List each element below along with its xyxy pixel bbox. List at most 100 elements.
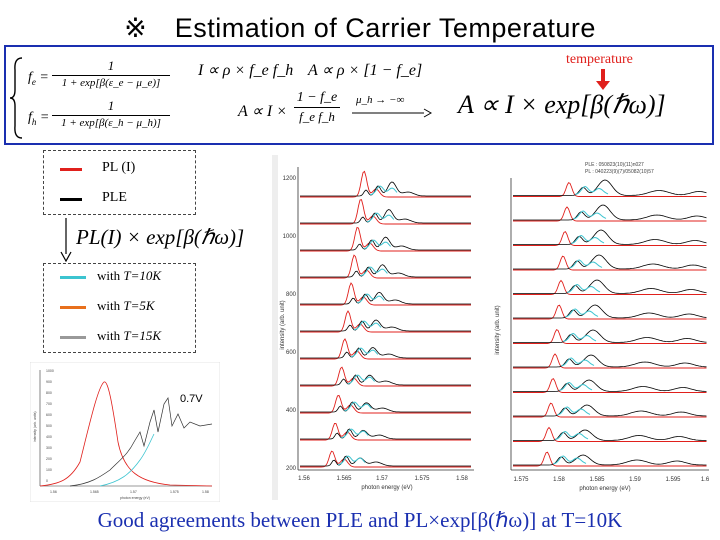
panel-a-pl-trace — [300, 310, 471, 333]
panel-a-pl-trace — [300, 226, 471, 252]
svg-text:1000: 1000 — [46, 369, 54, 373]
panel-a-pl-trace — [300, 394, 471, 414]
panel-b-pl-trace — [513, 279, 707, 295]
panel-b-fit-trace — [552, 455, 587, 465]
panel-a-pl-trace — [300, 338, 471, 360]
legend-swatch-ple — [60, 198, 82, 201]
main-equation: A ∝ I × exp[β(ℏω)] — [458, 90, 666, 119]
panel-b-pl-trace — [513, 329, 707, 344]
legend-pl-ple — [43, 150, 196, 215]
svg-text:1.575: 1.575 — [170, 490, 179, 494]
panel-a-fit-trace — [363, 239, 391, 250]
svg-text:500: 500 — [46, 424, 52, 428]
panel-b-header-2: PL : 040223(9)(7)/05082(10)57 — [585, 169, 654, 175]
svg-text:1.56: 1.56 — [298, 476, 310, 482]
down-arrow-icon — [60, 218, 72, 262]
panel-b-pl-trace — [513, 378, 707, 393]
panel-b-ple-trace — [513, 179, 707, 196]
panel-a-ple-trace — [300, 401, 471, 413]
legend-label-ple: PLE — [102, 190, 127, 205]
svg-text:1.575: 1.575 — [513, 477, 529, 483]
legend-swatch-pl — [60, 168, 82, 171]
inset-yticks: 1000 900 800 700 600 500 400 300 200 100… — [46, 369, 54, 483]
panel-a-ple-trace — [300, 291, 471, 305]
panel-a-fit-trace — [344, 401, 372, 412]
panel-a-fit-trace — [369, 185, 398, 196]
panel-b-ple-trace — [513, 379, 707, 392]
svg-text:1.58: 1.58 — [553, 477, 565, 483]
intensity-equation: I ∝ ρ × f_e f_h — [198, 62, 294, 79]
conclusion-text: Good agreements between PLE and PL×exp[β… — [97, 508, 623, 532]
panel-a-fit-trace — [353, 320, 382, 331]
panel-b-fit-trace — [554, 430, 589, 440]
panel-b-ylabel: intensity (arb. unit) — [495, 305, 501, 354]
inset-xlabel: photon energy (eV) — [120, 496, 150, 500]
svg-text:700: 700 — [46, 402, 52, 406]
legend-label-t15: with T=15K — [97, 328, 162, 343]
panel-a-ple-trace — [300, 236, 471, 251]
panel-a-pl-trace — [300, 366, 471, 387]
inset-annotation: 0.7V — [180, 393, 203, 405]
panel-a-ple-trace — [300, 455, 471, 467]
panel-b-fit-trace — [572, 210, 607, 220]
panel-b-pl-trace — [513, 206, 707, 222]
limit-label: μ_h → −∞ — [356, 94, 405, 106]
arrow-down-icon — [596, 69, 610, 90]
svg-text:1000: 1000 — [283, 234, 297, 240]
panel-b-pl-trace — [513, 182, 707, 197]
panel-a-curves — [300, 170, 471, 468]
svg-text:100: 100 — [46, 468, 52, 472]
panel-b-pl-trace — [513, 231, 707, 246]
inset-fit-curve — [99, 433, 155, 487]
svg-text:1.58: 1.58 — [456, 476, 468, 482]
svg-text:600: 600 — [286, 350, 297, 356]
panel-b-ple-trace — [513, 454, 707, 466]
panel-a-fit-trace — [347, 374, 375, 385]
legend-temperatures — [43, 263, 196, 353]
panel-b-curves — [513, 179, 707, 467]
panel-b-pl-trace — [513, 426, 707, 442]
absorption-ratio-fraction: 1 − f_e f_e f_h — [294, 90, 340, 125]
svg-text:1.565: 1.565 — [336, 476, 352, 482]
panel-b-ple-trace — [513, 229, 707, 245]
panel-b-fit-trace — [556, 406, 591, 416]
equation-box — [4, 45, 714, 145]
panel-a-xlabel: photon energy (eV) — [361, 485, 412, 491]
fe-fraction: 1 1 + exp[β(ε_e − μ_e)] — [52, 58, 170, 89]
panel-a-pl-trace — [300, 199, 471, 225]
panel-a-fit-trace — [341, 428, 369, 439]
panel-b-pl-trace — [513, 353, 707, 369]
legend-swatch-t15 — [60, 336, 86, 339]
panel-b-ple-trace — [513, 354, 707, 368]
svg-text:800: 800 — [286, 292, 297, 298]
slide-title: ※ Estimation of Carrier Temperature — [124, 13, 596, 43]
svg-text:800: 800 — [46, 391, 52, 395]
panel-b-xlabel: photon energy (eV) — [579, 486, 630, 492]
legend-label-pl: PL (I) — [102, 160, 136, 175]
svg-text:1.56: 1.56 — [50, 490, 57, 494]
brace-icon — [9, 57, 23, 139]
svg-text:300: 300 — [46, 446, 52, 450]
panel-b-ple-trace — [513, 204, 707, 221]
panel-b-ple-trace — [513, 279, 707, 294]
svg-text:1.57: 1.57 — [376, 476, 388, 482]
svg-text:200: 200 — [46, 457, 52, 461]
panel-a-ple-trace — [300, 347, 471, 359]
panel-a-fit-trace — [350, 347, 379, 358]
panel-b-ple-trace — [513, 329, 707, 343]
svg-text:600: 600 — [46, 413, 52, 417]
absorption-equation: A ∝ ρ × [1 − f_e] — [308, 62, 423, 79]
panel-b-pl-trace — [513, 255, 707, 271]
svg-text:400: 400 — [286, 408, 297, 414]
svg-text:1.57: 1.57 — [130, 490, 137, 494]
panel-b-xticks: 1.575 1.58 1.585 1.59 1.595 1.6 — [513, 477, 709, 483]
svg-text:1.58: 1.58 — [202, 490, 209, 494]
inset-xticks: 1.56 1.565 1.57 1.575 1.58 — [50, 490, 209, 494]
panel-a-ylabel: intensity (arb. unit) — [280, 300, 286, 349]
legend-label-t10: with T=10K — [97, 268, 162, 283]
legend-swatch-t5 — [60, 306, 86, 309]
panel-b-fit-trace — [570, 234, 605, 244]
panel-b-fit-trace — [560, 357, 595, 367]
panel-a-pl-trace — [300, 450, 471, 468]
svg-text:1.575: 1.575 — [414, 476, 430, 482]
